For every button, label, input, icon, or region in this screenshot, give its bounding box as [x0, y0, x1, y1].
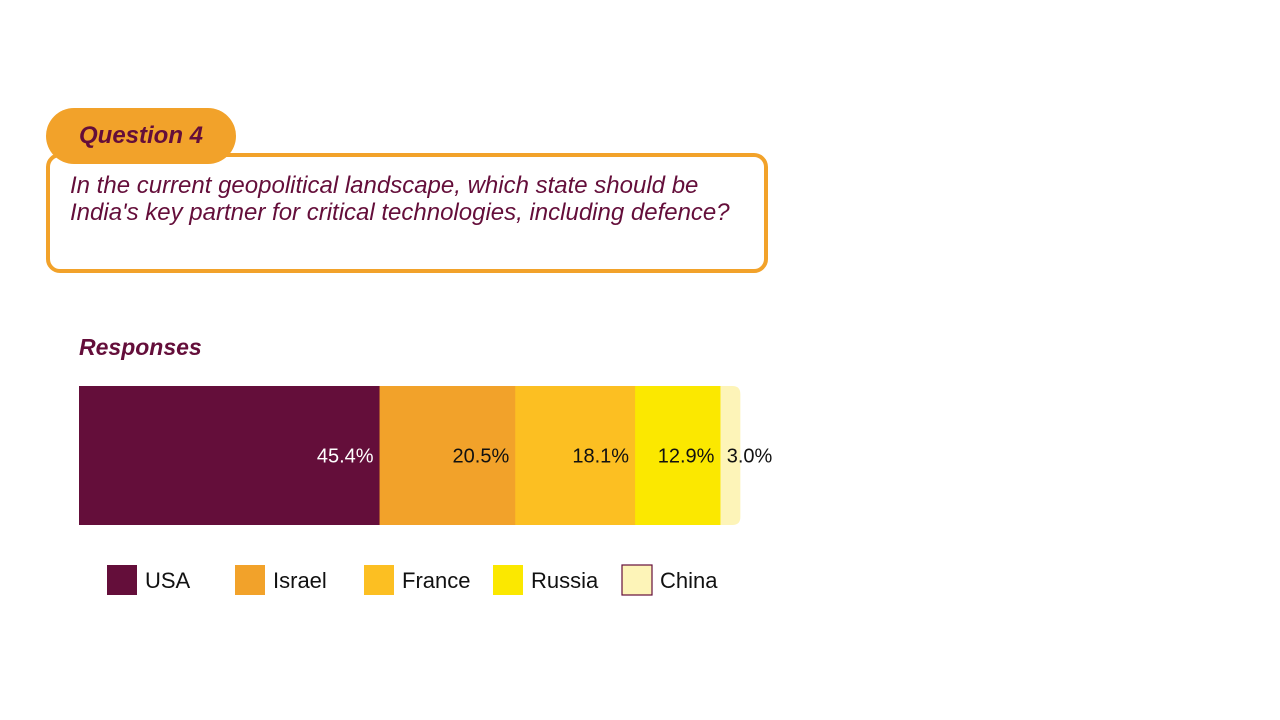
legend-swatch-china: [621, 564, 653, 596]
bar-segment-usa: [79, 386, 381, 525]
responses-title: Responses: [79, 334, 202, 360]
bar-segment-russia: [635, 386, 721, 525]
legend-swatch-france: [364, 565, 394, 595]
legend-label-israel: Israel: [273, 568, 327, 593]
question-tag: Question 4: [46, 108, 236, 164]
legend-label-usa: USA: [145, 568, 191, 593]
data-label-china: 3.0%: [727, 446, 773, 468]
data-label-france: 18.1%: [572, 446, 629, 468]
question-box: [46, 153, 768, 273]
legend-label-france: France: [402, 568, 470, 593]
bar-segment-china: [720, 386, 741, 525]
legend-swatch-israel: [235, 565, 265, 595]
question-tag-label: Question 4: [78, 122, 204, 149]
data-label-israel: 20.5%: [453, 446, 510, 468]
legend-label-russia: Russia: [531, 568, 599, 593]
data-label-usa: 45.4%: [317, 446, 374, 468]
bar-segment-israel: [379, 386, 516, 525]
legend-swatch-russia: [493, 565, 523, 595]
question-text: In the current geopolitical landscape, w…: [70, 172, 730, 226]
legend-label-china: China: [660, 568, 718, 593]
legend-swatch-usa: [107, 565, 137, 595]
data-label-russia: 12.9%: [658, 446, 715, 468]
bar-segment-france: [515, 386, 636, 525]
